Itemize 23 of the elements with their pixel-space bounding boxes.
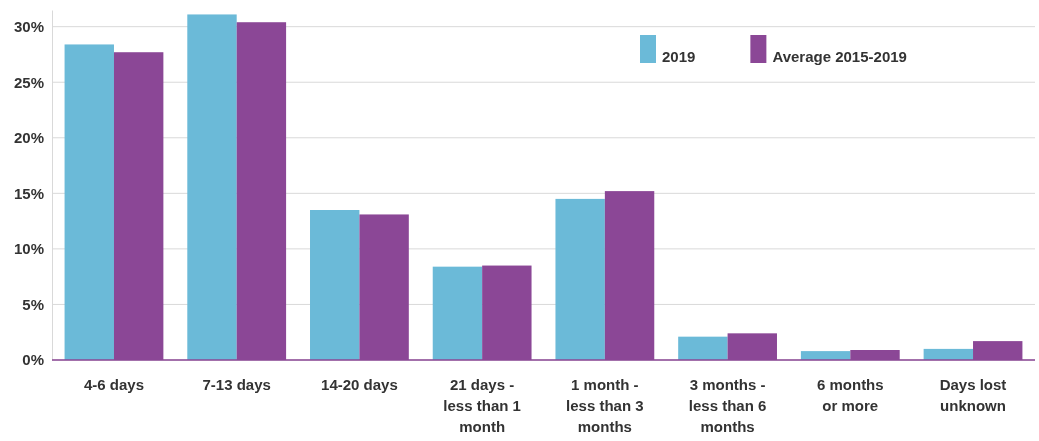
x-tick-label: Days lost unknown [939,376,1007,414]
y-tick-label: 10% [13,240,44,258]
bar [678,336,728,360]
legend-label: 2019 [662,48,696,65]
x-tick-label: 14-20 days [321,376,398,393]
bar [432,266,483,360]
x-tick-label: 1 month - less than 3 months [566,376,644,435]
legend-label: Average 2015-2019 [772,48,907,65]
x-tick-label: 7-13 days [202,376,271,393]
bar [187,14,237,360]
x-tick-label: 6 months or more [816,376,884,414]
y-tick-label: 25% [13,73,44,91]
x-tick-label: 21 days - less than 1 month [443,376,521,435]
y-tick-label: 20% [13,129,44,147]
bar [555,198,605,360]
y-tick-label: 15% [13,184,44,202]
y-tick-label: 5% [22,295,44,313]
bar [64,44,114,360]
y-tick-label: 30% [13,17,44,35]
x-tick-label: 4-6 days [83,376,144,393]
x-tick-label: 3 months - less than 6 months [688,376,767,435]
bar [310,210,360,360]
y-tick-label: 0% [22,351,44,369]
